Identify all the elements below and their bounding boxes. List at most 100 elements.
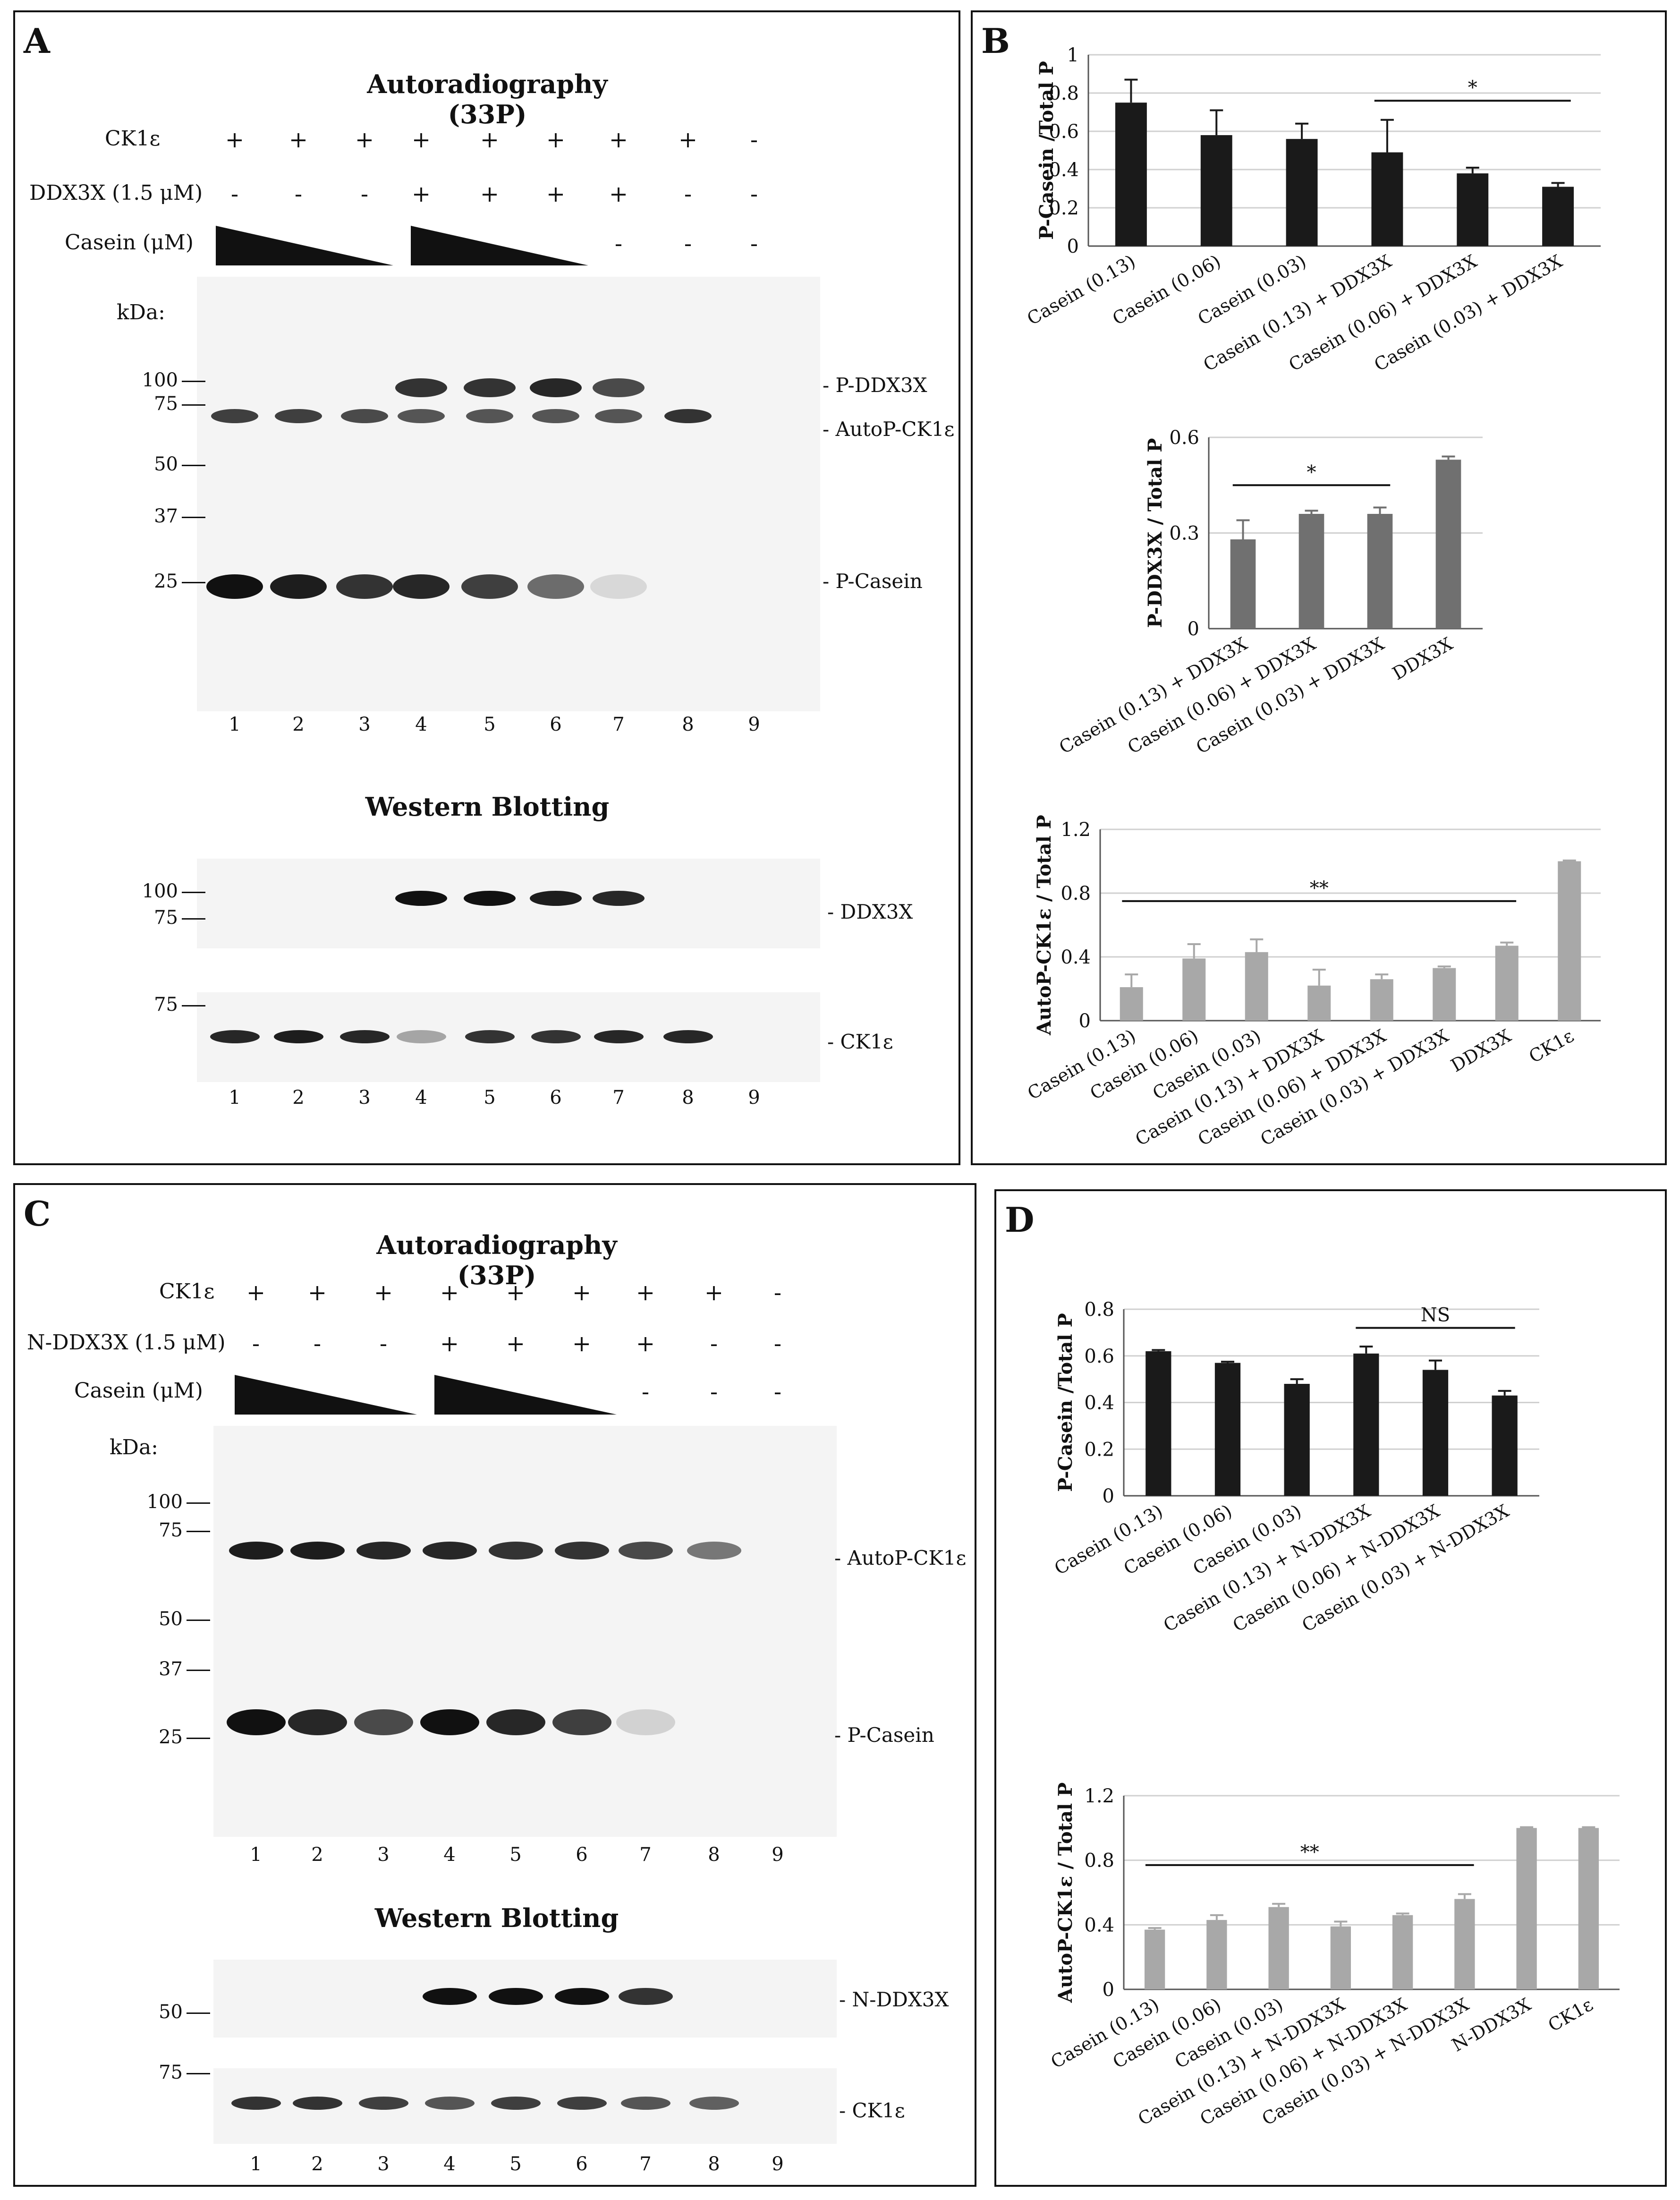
bar-8 <box>1578 1828 1599 1989</box>
band-ck1e-lane-2 <box>273 1030 323 1043</box>
band-p-casein-lane-5 <box>486 1709 545 1735</box>
y-tick-label-0.8: 0.8 <box>1049 83 1079 104</box>
bar-3 <box>1367 514 1393 629</box>
ck1e-sign-6: + <box>572 1279 592 1306</box>
band-label-ck1e-c: - CK1ε <box>839 2099 905 2122</box>
lane-number-2-7: 7 <box>612 1087 625 1109</box>
bar-2 <box>1200 135 1232 246</box>
ddx3x-sign-3: - <box>379 1330 388 1357</box>
wb2-tick-75 <box>187 2073 210 2074</box>
autoradiography-blot <box>197 277 820 711</box>
ddx3x-sign-8: - <box>710 1330 718 1357</box>
band-autop-ck1e-lane-1 <box>211 409 258 423</box>
band-ddx3x-lane-6 <box>530 891 582 906</box>
lane-number-2-5: 5 <box>509 2153 522 2175</box>
band-ck1e-c-lane-6 <box>557 2097 607 2110</box>
y-tick-label-0.6: 0.6 <box>1049 121 1079 143</box>
ck1e-sign-1: + <box>246 1279 266 1306</box>
band-p-casein-lane-3 <box>336 574 393 599</box>
row-label-ck1e: CK1ε <box>105 127 161 151</box>
bar-1 <box>1120 987 1143 1021</box>
x-category-label-8: CK1ε <box>1525 1025 1577 1067</box>
mw-marker-50: 50 <box>159 1608 183 1630</box>
panel-label-a: A <box>24 21 50 61</box>
y-axis-label: AutoP-CK1ε / Total P <box>1054 1782 1077 2003</box>
band-p-ddx3x-lane-6 <box>530 378 582 397</box>
y-tick-label-0.3: 0.3 <box>1169 523 1199 545</box>
band-p-casein-lane-6 <box>552 1709 611 1735</box>
band-ddx3x-lane-7 <box>593 891 645 906</box>
band-ck1e-c-lane-4 <box>424 2097 475 2110</box>
ddx3x-sign-8: - <box>684 181 692 207</box>
casein-gradient-ramp-c1 <box>235 1375 417 1415</box>
lane-number-1-8: 8 <box>708 1844 720 1866</box>
band-label-top-1: - AutoP-CK1ε <box>834 1546 967 1569</box>
band-p-ddx3x-lane-5 <box>464 378 516 397</box>
bar-5 <box>1370 979 1393 1021</box>
wb1-marker-100: 100 <box>142 880 178 902</box>
mw-tick-50 <box>182 465 205 466</box>
ck1e-sign-3: + <box>355 127 374 153</box>
band-p-ddx3x-lane-4 <box>395 378 447 397</box>
lane-number-2-1: 1 <box>250 2153 262 2175</box>
significance-label: * <box>1468 77 1477 99</box>
bar-6 <box>1454 1899 1475 1989</box>
mw-tick-37 <box>182 517 205 518</box>
lane-number-1-5: 5 <box>509 1844 522 1866</box>
bar-4 <box>1307 985 1331 1021</box>
band-ck1e-lane-5 <box>465 1030 515 1043</box>
lane-number-1-5: 5 <box>484 714 496 735</box>
band-p-casein-lane-7 <box>590 574 647 599</box>
lane-number-1-6: 6 <box>576 1844 588 1866</box>
band-p-casein-lane-2 <box>270 574 327 599</box>
y-tick-label-0.4: 0.4 <box>1061 947 1091 968</box>
significance-label: NS <box>1421 1305 1450 1326</box>
band-label-top-2: - AutoP-CK1ε <box>823 418 955 441</box>
lane-number-1-4: 4 <box>443 1844 456 1866</box>
y-tick-label-0: 0 <box>1188 618 1199 640</box>
band-autop-ck1e-lane-2 <box>290 1542 345 1560</box>
ddx3x-sign-7: + <box>609 181 628 207</box>
lane-number-1-3: 3 <box>358 714 371 735</box>
bar-5 <box>1422 1370 1449 1496</box>
mw-marker-100: 100 <box>142 369 178 391</box>
significance-label: * <box>1307 461 1316 483</box>
ck1e-sign-2: + <box>288 127 308 153</box>
ddx3x-sign-4: + <box>440 1330 459 1357</box>
significance-label: ** <box>1310 878 1329 899</box>
western-blot-ck1e-c <box>213 2068 837 2144</box>
bar-3 <box>1245 952 1268 1021</box>
casein-sign-7: - <box>641 1379 650 1405</box>
bar-6 <box>1492 1395 1518 1496</box>
y-tick-label-0: 0 <box>1103 1485 1114 1507</box>
x-category-label-1: Casein (0.13) <box>1024 1025 1139 1104</box>
band-ck1e-c-lane-3 <box>358 2097 408 2110</box>
lane-number-2-7: 7 <box>639 2153 652 2175</box>
band-ddx3x-lane-5 <box>464 891 516 906</box>
ck1e-sign-5: + <box>506 1279 526 1306</box>
x-category-label-7: DDX3X <box>1447 1025 1515 1076</box>
mw-marker-37: 37 <box>159 1658 183 1680</box>
band-label-top-1: - P-DDX3X <box>823 374 927 397</box>
band-label-n-ddx3x: - N-DDX3X <box>839 1988 949 2011</box>
bar-3 <box>1268 1907 1289 1989</box>
ck1e-sign-8: + <box>678 127 698 153</box>
kda-label: kDa: <box>117 300 165 324</box>
y-tick-label-0: 0 <box>1103 1979 1114 2001</box>
mw-tick-37 <box>187 1670 210 1671</box>
lane-number-2-6: 6 <box>576 2153 588 2175</box>
lane-number-2-9: 9 <box>748 1087 760 1109</box>
ck1e-sign-2: + <box>307 1279 327 1306</box>
bar-6 <box>1433 968 1456 1021</box>
ck1e-sign-9: - <box>773 1279 782 1306</box>
casein-sign-9: - <box>773 1379 782 1405</box>
casein-sign-9: - <box>750 230 758 257</box>
band-ddx3x-lane-4 <box>395 891 447 906</box>
panel-d: D 0 0.2 0.4 0.6 0.8 P-Casein /Total P Casein (… <box>994 1189 1667 2187</box>
mw-tick-75 <box>182 404 205 406</box>
bar-1 <box>1145 1351 1171 1496</box>
bar-2 <box>1206 1920 1227 1989</box>
ck1e-sign-8: + <box>704 1279 724 1306</box>
band-ck1e-lane-1 <box>210 1030 260 1043</box>
ck1e-sign-1: + <box>225 127 245 153</box>
